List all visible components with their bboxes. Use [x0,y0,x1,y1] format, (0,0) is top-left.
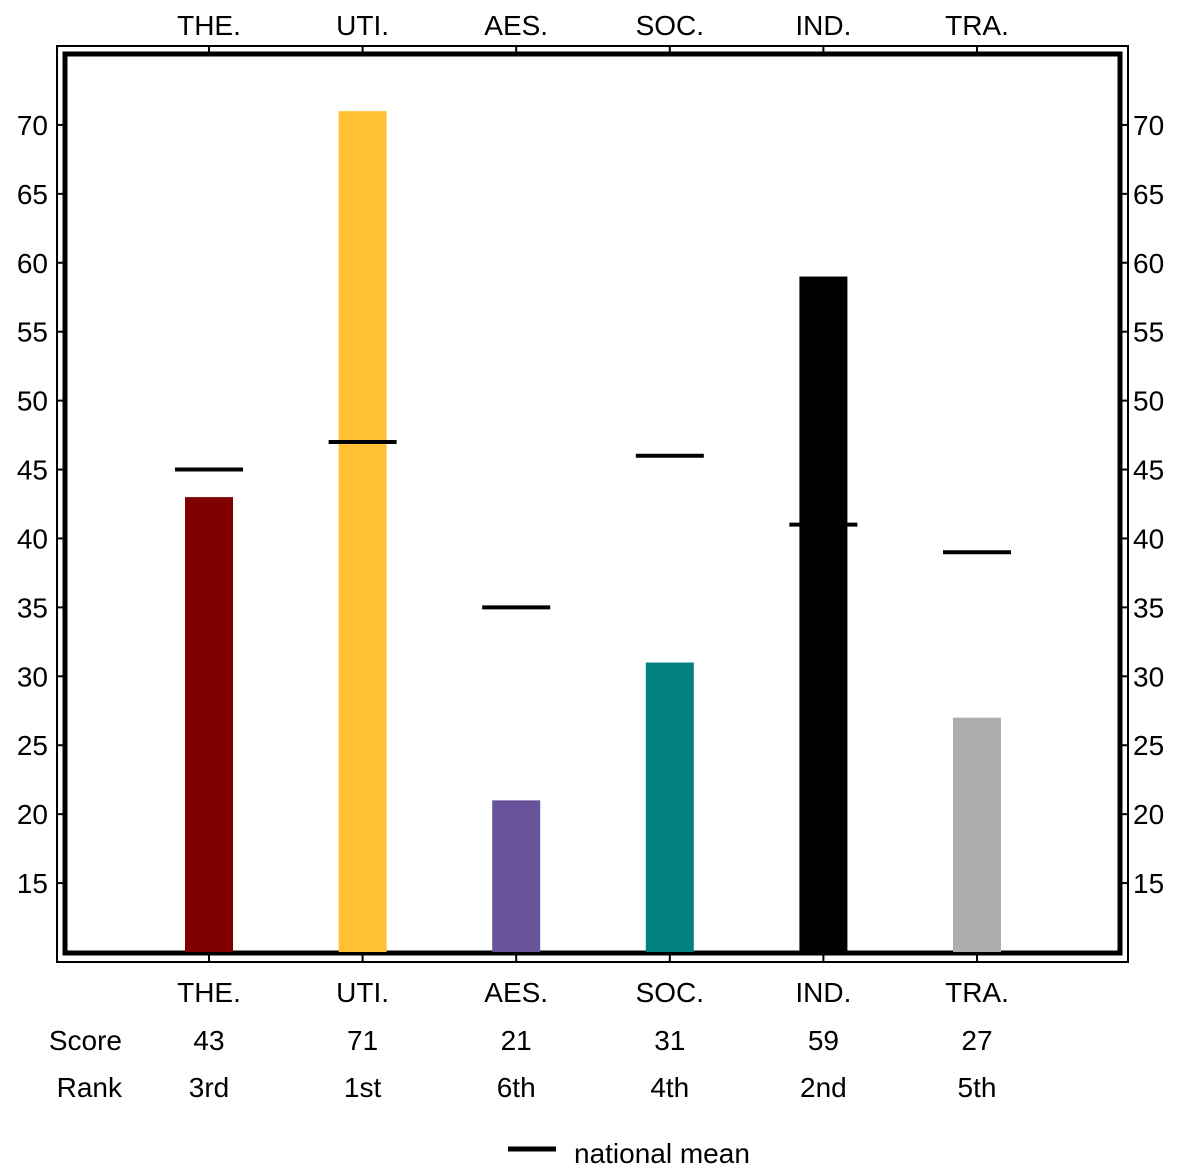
bar-1 [338,111,387,953]
left-y-tick-label-9: 60 [17,248,48,279]
right-y-tick-label-11: 70 [1133,110,1164,141]
right-y-tick-label-4: 35 [1133,592,1164,623]
bottom-x-axis: THE. UTI. AES. SOC. IND. TRA. [177,952,1009,1008]
right-y-tick-label-2: 25 [1133,730,1164,761]
top-x-tick-label-2: AES. [484,10,548,41]
top-x-tick-label-1: UTI. [336,10,389,41]
bars-group [185,111,1001,953]
left-y-tick-label-1: 20 [17,799,48,830]
top-x-tick-label-0: THE. [177,10,241,41]
bar-3 [645,662,694,952]
left-y-tick-label-7: 50 [17,386,48,417]
top-x-tick-label-5: TRA. [945,10,1009,41]
right-y-tick-label-1: 20 [1133,799,1164,830]
right-y-tick-label-10: 65 [1133,179,1164,210]
left-y-tick-label-11: 70 [17,110,48,141]
score-value-1: 71 [347,1025,378,1056]
right-y-tick-label-9: 60 [1133,248,1164,279]
bar-4 [799,276,848,952]
score-rank-table: Score Rank 43 3rd 71 1st 21 6th 31 4th 59 2nd 27 5t… [49,1025,997,1103]
right-y-tick-label-5: 40 [1133,523,1164,554]
left-y-tick-label-0: 15 [17,868,48,899]
plot-frame [62,51,1123,956]
right-y-tick-label-7: 50 [1133,386,1164,417]
rank-value-5: 5th [958,1072,997,1103]
right-y-axis: 15 20 25 30 35 40 45 50 55 60 65 70 [1118,110,1164,899]
score-value-0: 43 [193,1025,224,1056]
bottom-x-tick-label-3: SOC. [636,977,704,1008]
left-y-tick-label-8: 55 [17,317,48,348]
rank-value-0: 3rd [189,1072,229,1103]
score-value-5: 27 [961,1025,992,1056]
national-mean-group [175,439,1011,610]
score-row-label: Score [49,1025,122,1056]
legend: national mean [508,1138,750,1169]
score-value-4: 59 [808,1025,839,1056]
left-y-tick-label-10: 65 [17,179,48,210]
right-y-tick-label-3: 30 [1133,661,1164,692]
rank-value-1: 1st [344,1072,382,1103]
score-value-2: 21 [501,1025,532,1056]
bottom-x-tick-label-2: AES. [484,977,548,1008]
bottom-x-tick-label-5: TRA. [945,977,1009,1008]
outer-frame [56,45,1129,963]
left-y-tick-label-6: 45 [17,455,48,486]
left-y-axis: 15 20 25 30 35 40 45 50 55 60 65 70 [17,110,67,899]
top-x-tick-label-4: IND. [795,10,851,41]
bottom-x-tick-label-4: IND. [795,977,851,1008]
rank-value-3: 4th [650,1072,689,1103]
left-y-tick-label-4: 35 [17,592,48,623]
bar-5 [953,717,1001,952]
bottom-x-tick-label-1: UTI. [336,977,389,1008]
right-y-tick-label-0: 15 [1133,868,1164,899]
right-y-tick-label-8: 55 [1133,317,1164,348]
rank-value-4: 2nd [800,1072,847,1103]
rank-value-2: 6th [497,1072,536,1103]
rank-row-label: Rank [57,1072,123,1103]
top-x-axis: THE. UTI. AES. SOC. IND. TRA. [177,10,1009,56]
bar-0 [185,497,233,952]
left-y-tick-label-2: 25 [17,730,48,761]
left-y-tick-label-3: 30 [17,661,48,692]
legend-mean-label: national mean [574,1138,750,1169]
left-y-tick-label-5: 40 [17,523,48,554]
score-value-3: 31 [654,1025,685,1056]
top-x-tick-label-3: SOC. [636,10,704,41]
bar-2 [492,800,541,952]
right-y-tick-label-6: 45 [1133,455,1164,486]
bottom-x-tick-label-0: THE. [177,977,241,1008]
